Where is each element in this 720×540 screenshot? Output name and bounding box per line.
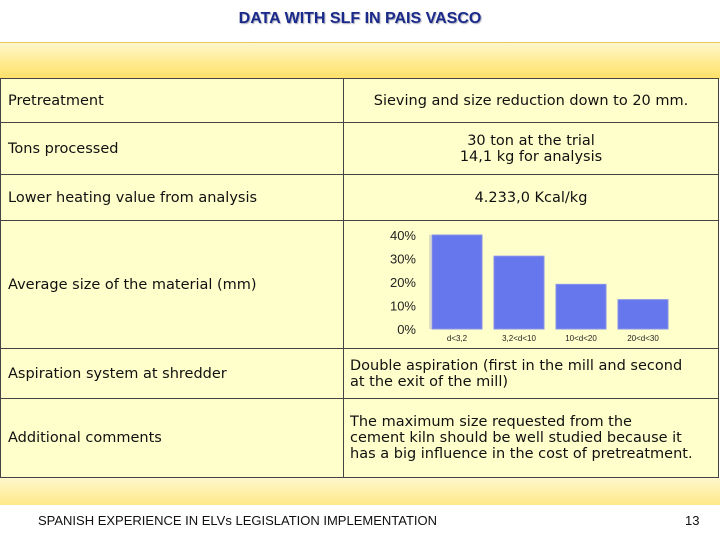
size-distribution-chart: 0% 10% 20% 30% 40% d<3,2 3,2<d<10 10<d<20 20<d<3… [390, 228, 669, 343]
value-line: has a big influence in the cost of pretr… [350, 446, 693, 462]
value-line: The maximum size requested from the [350, 414, 632, 430]
footer-band [0, 478, 720, 505]
row-value: 30 ton at the trial 14,1 kg for analysis [344, 123, 718, 174]
x-tick-label: 3,2<d<10 [502, 334, 536, 343]
table-row-pretreatment: Pretreatment Sieving and size reduction … [1, 79, 718, 123]
row-value: 4.233,0 Kcal/kg [474, 189, 588, 206]
y-tick-label: 30% [390, 252, 416, 267]
page-number: 13 [685, 513, 700, 528]
bar [555, 283, 607, 330]
data-table: Pretreatment Sieving and size reduction … [0, 78, 719, 478]
table-row-tons: Tons processed 30 ton at the trial 14,1 … [1, 123, 718, 175]
x-tick-label: d<3,2 [447, 334, 468, 343]
value-line: cement kiln should be well studied becau… [350, 430, 682, 446]
row-label: Additional comments [1, 399, 344, 477]
footer-text: SPANISH EXPERIENCE IN ELVs LEGISLATION I… [38, 513, 437, 528]
table-row-average-size: Average size of the material (mm) 0% 10% 2… [1, 221, 718, 349]
row-value: The maximum size requested from the ceme… [344, 399, 718, 477]
value-line: 30 ton at the trial [467, 132, 595, 149]
y-tick-label: 20% [390, 275, 416, 290]
bar [617, 299, 669, 330]
row-label: Tons processed [1, 123, 344, 174]
value-line: 14,1 kg for analysis [459, 148, 603, 165]
row-value: Sieving and size reduction down to 20 mm… [373, 92, 689, 109]
x-tick-label: 20<d<30 [627, 334, 659, 343]
slide-title: DATA WITH SLF IN PAIS VASCO [238, 10, 482, 27]
value-line: at the exit of the mill) [350, 373, 509, 390]
y-tick-label: 40% [390, 228, 416, 243]
bar [431, 234, 483, 330]
bar [493, 255, 545, 330]
row-label: Average size of the material (mm) [1, 221, 344, 348]
row-label: Pretreatment [1, 79, 344, 122]
y-tick-label: 0% [397, 322, 416, 337]
table-row-comments: Additional comments The maximum size req… [1, 399, 718, 477]
row-label: Aspiration system at shredder [1, 349, 344, 398]
row-label: Lower heating value from analysis [1, 175, 344, 220]
table-row-heating-value: Lower heating value from analysis 4.233,… [1, 175, 718, 221]
y-tick-label: 10% [390, 299, 416, 314]
table-row-aspiration: Aspiration system at shredder Double asp… [1, 349, 718, 399]
x-tick-label: 10<d<20 [565, 334, 597, 343]
header-band [0, 42, 720, 79]
row-value: Double aspiration (first in the mill and… [344, 349, 718, 398]
value-line: Double aspiration (first in the mill and… [350, 357, 683, 374]
